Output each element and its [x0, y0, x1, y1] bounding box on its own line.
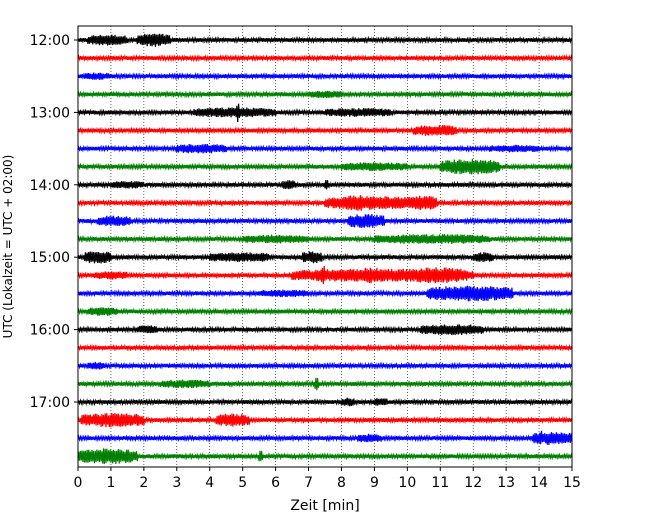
trace-12:45 — [77, 89, 573, 99]
x-tick-label-12: 12 — [464, 475, 482, 491]
x-axis: 0 1 2 3 4 5 6 7 8 9 10 11 12 13 14 15 — [74, 467, 581, 491]
x-tick-label-4: 4 — [205, 475, 214, 491]
trace-14:30 — [77, 213, 573, 228]
trace-16:45 — [77, 377, 573, 391]
trace-17:30 — [77, 430, 573, 445]
y-tick-label-14:00: 14:00 — [30, 178, 70, 194]
trace-15:15 — [77, 265, 573, 285]
y-tick-label-17:00: 17:00 — [30, 395, 70, 411]
x-tick-label-10: 10 — [398, 475, 416, 491]
trace-17:15 — [77, 412, 573, 428]
trace-16:15 — [77, 343, 573, 352]
trace-14:45 — [77, 234, 573, 245]
trace-12:15 — [77, 53, 573, 63]
y-axis-label: UTC (Lokalzeit = UTC + 02:00) — [1, 155, 15, 339]
x-axis-label: Zeit [min] — [290, 498, 359, 514]
x-tick-label-5: 5 — [238, 475, 247, 491]
y-tick-label-15:00: 15:00 — [30, 250, 70, 266]
trace-16:00 — [77, 324, 573, 336]
y-tick-label-12:00: 12:00 — [30, 33, 70, 49]
trace-15:30 — [77, 285, 573, 302]
trace-13:15 — [77, 125, 573, 136]
trace-16:30 — [77, 361, 573, 371]
x-tick-label-6: 6 — [271, 475, 280, 491]
trace-17:00 — [77, 397, 573, 407]
trace-15:45 — [77, 307, 573, 316]
y-tick-label-16:00: 16:00 — [30, 323, 70, 339]
x-tick-label-13: 13 — [497, 475, 515, 491]
trace-12:00 — [77, 33, 573, 47]
trace-15:00 — [77, 251, 573, 264]
x-tick-label-0: 0 — [74, 475, 83, 491]
x-tick-label-1: 1 — [106, 475, 115, 491]
x-tick-label-8: 8 — [337, 475, 346, 491]
trace-14:15 — [77, 195, 573, 211]
x-tick-label-11: 11 — [431, 475, 449, 491]
x-tick-label-9: 9 — [370, 475, 379, 491]
y-axis: 12:00 13:00 14:00 15:00 16:00 17:00 — [30, 33, 78, 411]
x-tick-label-14: 14 — [530, 475, 548, 491]
trace-12:30 — [77, 71, 573, 81]
x-tick-label-3: 3 — [172, 475, 181, 491]
plot-frame — [77, 25, 573, 468]
trace-group — [77, 33, 573, 465]
trace-14:00 — [77, 179, 573, 190]
trace-13:30 — [77, 143, 573, 154]
trace-13:00 — [77, 103, 573, 123]
y-tick-label-13:00: 13:00 — [30, 105, 70, 121]
trace-17:45 — [77, 448, 573, 465]
x-tick-label-2: 2 — [139, 475, 148, 491]
x-tick-label-7: 7 — [304, 475, 313, 491]
x-tick-label-15: 15 — [563, 475, 581, 491]
trace-13:45 — [77, 158, 573, 175]
